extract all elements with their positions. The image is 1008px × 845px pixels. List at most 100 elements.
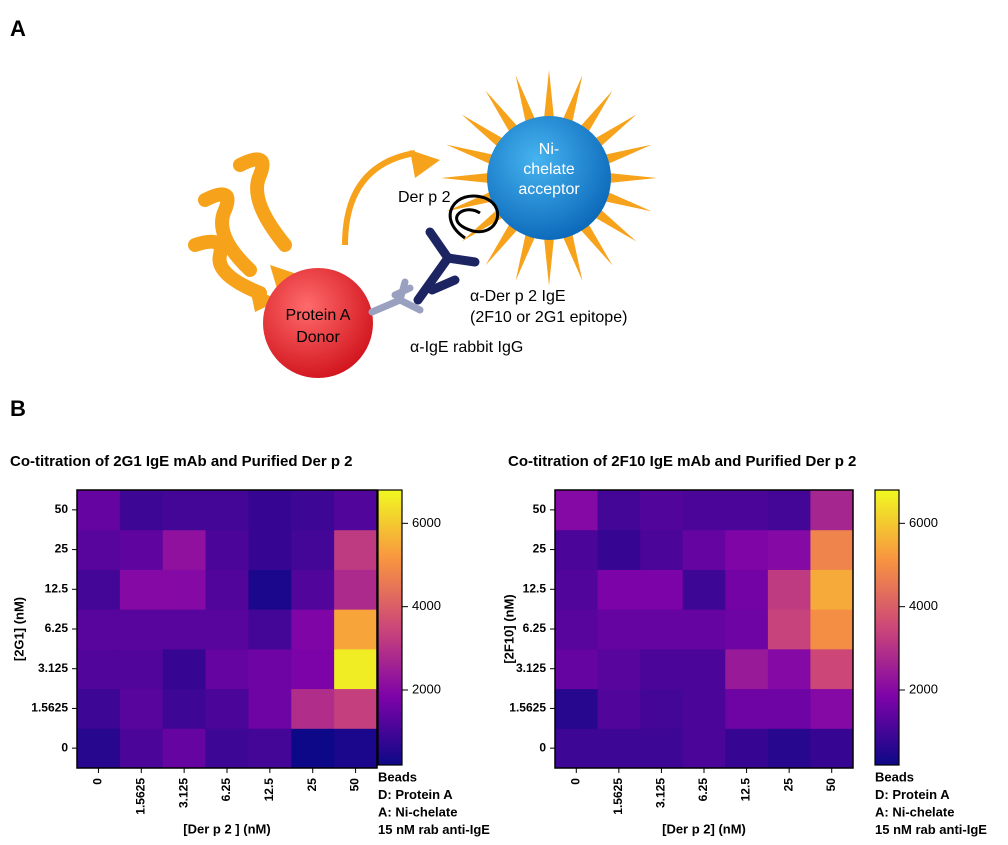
heatmap-cell: [120, 609, 163, 649]
x-axis-label: [Der p 2] (nM): [662, 821, 746, 836]
heatmap-cell: [598, 490, 641, 530]
x-tick-label: 25: [305, 778, 319, 792]
y-tick-label: 50: [533, 502, 547, 516]
heatmap-cell: [248, 649, 291, 689]
heatmap-cell: [555, 728, 598, 768]
heatmap-cell: [768, 689, 811, 729]
heatmap-cell: [768, 609, 811, 649]
y-tick-label: 25: [55, 542, 69, 556]
y-tick-label: 50: [55, 502, 69, 516]
heatmap-cell: [291, 728, 334, 768]
heatmap-cell: [334, 728, 377, 768]
heatmap-cell: [120, 490, 163, 530]
heatmap-cell: [768, 490, 811, 530]
heatmap-cell: [555, 530, 598, 570]
colorbar: [378, 490, 402, 765]
colorbar-tick-label: 2000: [909, 681, 938, 696]
x-tick-label: 3.125: [176, 778, 190, 808]
heatmap-cell: [640, 530, 683, 570]
heatmap-cell: [640, 609, 683, 649]
heatmap-cell: [120, 689, 163, 729]
heatmap-cell: [810, 689, 853, 729]
y-tick-label: 1.5625: [509, 701, 546, 715]
heatmap-cell: [683, 530, 726, 570]
ige: [418, 232, 475, 300]
heatmap-cell: [206, 728, 249, 768]
heatmap-cell: [555, 490, 598, 530]
heatmap-cell: [206, 530, 249, 570]
antigen-label: Der p 2: [398, 189, 451, 206]
acceptor-label: Ni-: [539, 141, 559, 158]
heatmap-cell: [683, 649, 726, 689]
colorbar-tick-label: 4000: [412, 598, 441, 613]
y-tick-label: 6.25: [523, 621, 547, 635]
heatmap-cell: [163, 569, 206, 609]
heatmap-cell: [334, 490, 377, 530]
heatmap-cell: [120, 728, 163, 768]
heatmap-cell: [77, 689, 120, 729]
annotation: Beads: [875, 769, 914, 784]
heatmap-cell: [334, 569, 377, 609]
y-tick-label: 3.125: [38, 661, 68, 675]
y-tick-label: 25: [533, 542, 547, 556]
heatmap-cell: [555, 649, 598, 689]
heatmap-cell: [640, 490, 683, 530]
heatmap-cell: [120, 530, 163, 570]
heatmap-cell: [768, 649, 811, 689]
y-axis-label: [2G1] (nM): [11, 597, 26, 661]
heatmap-cell: [598, 569, 641, 609]
heatmap-cell: [206, 649, 249, 689]
x-tick-label: 0: [568, 778, 582, 785]
spike: [544, 233, 555, 286]
heatmap-cell: [810, 490, 853, 530]
heatmap-cell: [206, 569, 249, 609]
heatmap-cell: [725, 689, 768, 729]
heatmap-cell: [725, 609, 768, 649]
annotation: 15 nM rab anti-IgE: [875, 822, 987, 837]
heatmap-cell: [725, 728, 768, 768]
heatmap-cell: [640, 728, 683, 768]
heatmap-cell: [810, 530, 853, 570]
x-tick-label: 12.5: [262, 778, 276, 802]
y-tick-label: 0: [539, 740, 546, 754]
heatmap-cell: [291, 530, 334, 570]
heatmap-cell: [206, 490, 249, 530]
heatmap-cell: [334, 689, 377, 729]
acceptor-label: acceptor: [518, 181, 580, 198]
heatmap-cell: [163, 530, 206, 570]
heatmap-cell: [725, 649, 768, 689]
heatmap-cell: [77, 728, 120, 768]
heatmap-cell: [598, 649, 641, 689]
colorbar-tick-label: 2000: [412, 681, 441, 696]
heatmap-cell: [120, 649, 163, 689]
heatmap-cell: [206, 689, 249, 729]
page: {"panel_labels": ["A", "B"], "diagram": …: [0, 0, 1008, 845]
heatmap-cell: [77, 490, 120, 530]
annotation: D: Protein A: [875, 787, 950, 802]
heatmap-cell: [725, 530, 768, 570]
x-axis-label: [Der p 2 ] (nM): [183, 821, 270, 836]
y-tick-label: 0: [61, 740, 68, 754]
heatmap-cell: [598, 530, 641, 570]
heatmap-cell: [334, 609, 377, 649]
heatmap-cell: [683, 569, 726, 609]
colorbar-tick-label: 6000: [909, 515, 938, 530]
heatmap-cell: [683, 490, 726, 530]
heatmap-cell: [163, 609, 206, 649]
colorbar-tick-label: 4000: [909, 598, 938, 613]
y-axis-label: [2F10] (nM): [501, 594, 516, 663]
heatmap-cell: [555, 609, 598, 649]
heatmap-cell: [555, 569, 598, 609]
heatmap-cell: [640, 649, 683, 689]
colorbar-tick-label: 6000: [412, 515, 441, 530]
heatmap-cell: [77, 649, 120, 689]
heatmap-cell: [120, 569, 163, 609]
heatmap-cell: [598, 728, 641, 768]
heatmap-cell: [163, 728, 206, 768]
heatmap-cell: [248, 530, 291, 570]
x-tick-label: 1.5625: [133, 778, 147, 815]
chart-title: Co-titration of 2G1 IgE mAb and Purified…: [10, 453, 353, 470]
x-tick-label: 50: [824, 778, 838, 792]
heatmap-cell: [555, 689, 598, 729]
heatmap-cell: [77, 530, 120, 570]
